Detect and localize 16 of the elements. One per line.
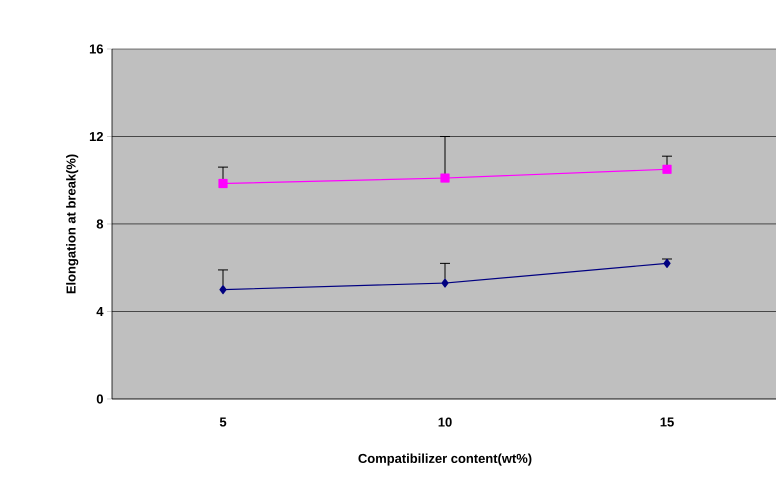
y-tick-label: 0 (96, 394, 103, 404)
y-tick-label: 8 (96, 219, 104, 229)
point (441, 278, 449, 288)
point (218, 178, 228, 188)
y-tick-label: 12 (90, 132, 103, 142)
y-tick-label: 16 (90, 44, 104, 54)
x-tick-label: 10 (438, 418, 452, 427)
point (440, 173, 450, 183)
x-tick-label: 5 (220, 418, 226, 427)
point (219, 285, 227, 294)
point (662, 164, 672, 174)
x-tick-label: 15 (660, 418, 674, 427)
point (663, 258, 671, 268)
y-axis-title: Elongation at break(%) (66, 154, 78, 294)
y-tick-label: 4 (96, 307, 104, 316)
x-axis-title: Compatibilizer content(wt%) (358, 454, 532, 466)
